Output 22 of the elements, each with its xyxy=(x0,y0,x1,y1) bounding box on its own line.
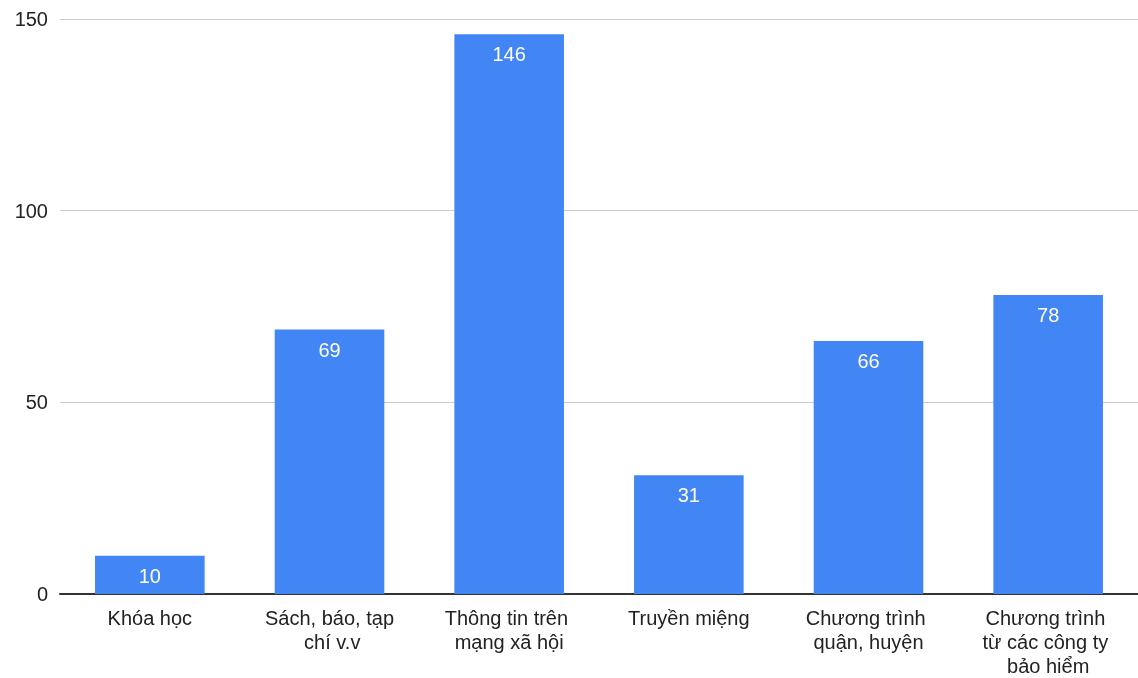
x-tick-label: Chương trình từ các công ty bảo hiểm xyxy=(982,607,1114,677)
y-tick-label: 0 xyxy=(36,583,48,605)
bar xyxy=(454,34,564,594)
x-tick-label: Sách, báo, tạp chí v.v xyxy=(265,607,394,653)
bar xyxy=(274,329,385,594)
data-label: 10 xyxy=(138,564,161,587)
data-label: 66 xyxy=(857,350,880,372)
y-tick-label: 100 xyxy=(14,199,48,222)
bar xyxy=(813,341,924,594)
x-tick-label: Chương trình quận, huyện xyxy=(805,607,932,653)
data-label: 146 xyxy=(492,43,526,66)
x-tick-label: Khóa học xyxy=(107,607,193,629)
bar xyxy=(993,295,1103,594)
y-tick-label: 50 xyxy=(25,391,48,414)
x-tick-label: Truyền miệng xyxy=(628,607,750,629)
data-label: 69 xyxy=(318,338,341,361)
bar xyxy=(95,555,205,594)
data-label: 31 xyxy=(677,484,700,507)
x-tick-label: Thông tin trên mạng xã hội xyxy=(444,607,574,653)
bar xyxy=(634,475,744,594)
y-tick-label: 150 xyxy=(14,8,48,30)
data-label: 78 xyxy=(1037,304,1060,326)
